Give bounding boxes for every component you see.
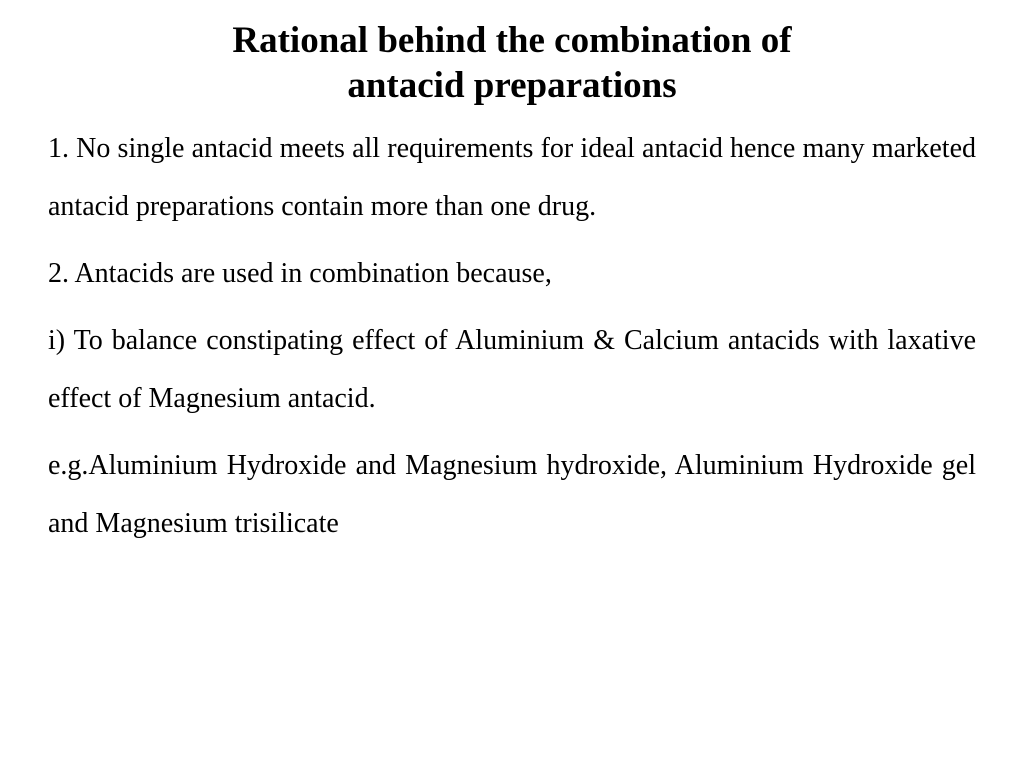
paragraph-4: e.g.Aluminium Hydroxide and Magnesium hy… (48, 437, 976, 552)
paragraph-2: 2. Antacids are used in combination beca… (48, 245, 976, 302)
slide-container: Rational behind the combination of antac… (0, 0, 1024, 768)
title-line-1: Rational behind the combination of (232, 20, 791, 61)
paragraph-3: i) To balance constipating effect of Alu… (48, 312, 976, 427)
slide-title: Rational behind the combination of antac… (48, 18, 976, 108)
slide-body: 1. No single antacid meets all requireme… (48, 120, 976, 552)
paragraph-1: 1. No single antacid meets all requireme… (48, 120, 976, 235)
title-line-2: antacid preparations (347, 65, 676, 106)
